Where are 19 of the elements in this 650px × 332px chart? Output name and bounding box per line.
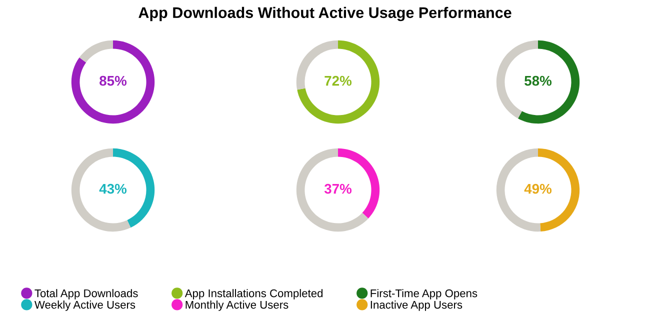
data-label: 85% [100, 76, 127, 86]
data-label: 37% [324, 184, 352, 194]
donut-slice [79, 40, 113, 62]
data-label: 58% [524, 76, 552, 86]
donut-slice [297, 40, 380, 124]
data-label: 49% [524, 184, 552, 194]
legend-label: Monthly Active Users [186, 300, 288, 311]
donut-slice [518, 40, 580, 124]
legend-label: App Installations Completed [184, 289, 323, 300]
donut-slice [296, 148, 368, 232]
data-label: 72% [324, 76, 352, 86]
legend-label: Weekly Active Users [34, 300, 136, 311]
data-label: 43% [99, 184, 127, 194]
legend-label: Inactive App Users [370, 300, 462, 311]
donut-slice [71, 40, 155, 124]
legend-label: First-Time App Opens [370, 289, 478, 300]
donut-slice [71, 148, 131, 232]
legend-label: Total App Downloads [34, 289, 138, 300]
chart-title: App Downloads Without Active Usage Performance [138, 6, 512, 22]
